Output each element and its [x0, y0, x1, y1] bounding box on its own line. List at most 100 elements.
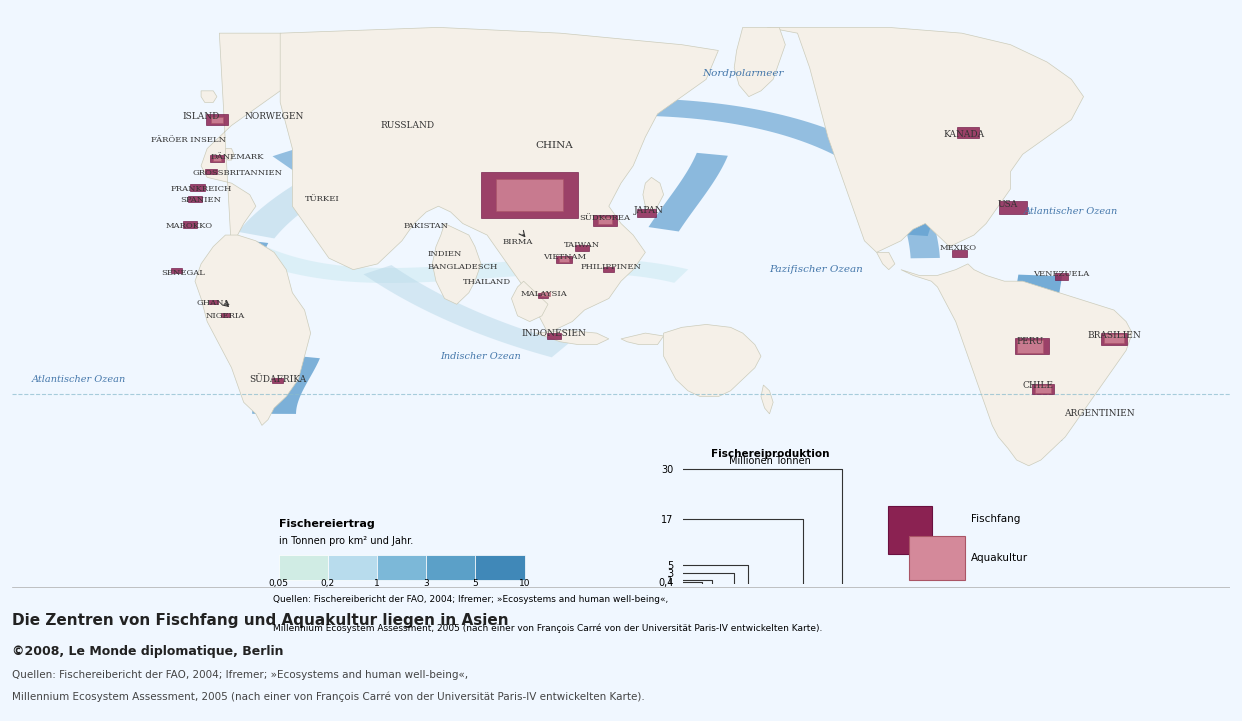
Text: Pazifischer Ozean: Pazifischer Ozean — [769, 265, 863, 274]
Bar — [556, 255, 571, 263]
Text: Indischer Ozean: Indischer Ozean — [441, 352, 522, 360]
Bar — [559, 257, 569, 262]
Text: Millionen Tonnen: Millionen Tonnen — [729, 456, 811, 466]
Text: PHILIPPINEN: PHILIPPINEN — [581, 262, 642, 271]
Text: FRANKREICH: FRANKREICH — [170, 185, 232, 193]
Text: SÜDAFRIKA: SÜDAFRIKA — [250, 375, 307, 384]
Text: Atlantischer Ozean: Atlantischer Ozean — [32, 375, 127, 384]
Polygon shape — [621, 333, 663, 345]
Text: 5: 5 — [472, 579, 478, 588]
Text: SÜDKOREA: SÜDKOREA — [580, 213, 631, 222]
Polygon shape — [225, 149, 233, 160]
Bar — [1016, 338, 1049, 355]
Text: BRASILIEN: BRASILIEN — [1087, 332, 1141, 340]
Text: MALAYSIA: MALAYSIA — [520, 290, 568, 298]
Bar — [171, 268, 183, 273]
Bar — [1016, 340, 1043, 353]
Bar — [637, 209, 656, 218]
Bar — [542, 292, 550, 296]
Text: CHINA: CHINA — [535, 141, 573, 150]
Polygon shape — [245, 247, 688, 283]
Text: KANADA: KANADA — [944, 130, 985, 138]
Text: GROSSBRITANNIEN: GROSSBRITANNIEN — [193, 169, 283, 177]
Bar — [1032, 384, 1054, 394]
Polygon shape — [643, 177, 663, 212]
Bar — [221, 313, 230, 317]
Bar — [205, 169, 217, 174]
Bar — [278, 555, 328, 580]
Bar — [378, 555, 426, 580]
Bar — [328, 555, 378, 580]
Text: DÄNEMARK: DÄNEMARK — [211, 153, 265, 162]
Polygon shape — [900, 264, 1133, 466]
Bar — [953, 250, 966, 257]
Bar — [209, 300, 217, 304]
Text: MEXIKO: MEXIKO — [940, 244, 976, 252]
Bar — [597, 217, 612, 224]
Polygon shape — [195, 235, 310, 425]
Text: USA: USA — [997, 200, 1018, 209]
Bar — [476, 555, 524, 580]
Text: MAROKKO: MAROKKO — [165, 222, 212, 231]
Polygon shape — [432, 224, 481, 304]
Text: SENEGAL: SENEGAL — [161, 268, 205, 277]
Polygon shape — [221, 239, 270, 340]
Text: Fischfang: Fischfang — [971, 514, 1021, 524]
Bar — [189, 195, 201, 202]
Bar — [1054, 273, 1068, 280]
Polygon shape — [899, 149, 948, 236]
Bar — [481, 172, 579, 218]
Bar — [592, 215, 617, 226]
Text: INDONESIEN: INDONESIEN — [522, 329, 586, 337]
Text: PERU: PERU — [1016, 337, 1043, 346]
Text: JAPAN: JAPAN — [635, 205, 664, 215]
Bar — [183, 221, 197, 228]
Text: Die Zentren von Fischfang und Aquakultur liegen in Asien: Die Zentren von Fischfang und Aquakultur… — [12, 613, 509, 628]
Text: Fischereiproduktion: Fischereiproduktion — [710, 449, 830, 459]
Polygon shape — [281, 27, 718, 333]
Bar — [426, 555, 476, 580]
Text: NIGERIA: NIGERIA — [206, 311, 245, 320]
Text: 0,2: 0,2 — [320, 579, 335, 588]
Text: VIETNAM: VIETNAM — [544, 253, 586, 261]
Text: 1: 1 — [374, 579, 380, 588]
Polygon shape — [648, 153, 728, 231]
Polygon shape — [272, 98, 940, 213]
Polygon shape — [832, 91, 928, 208]
Text: BANGLADESCH: BANGLADESCH — [427, 263, 498, 271]
Text: FÄRÖER INSELN: FÄRÖER INSELN — [152, 136, 226, 144]
Bar — [956, 127, 979, 138]
Polygon shape — [238, 159, 368, 239]
Bar — [538, 293, 548, 298]
Polygon shape — [877, 252, 894, 270]
Bar — [272, 378, 283, 383]
Bar — [575, 245, 589, 252]
Text: TAIWAN: TAIWAN — [564, 242, 600, 249]
Bar — [1036, 385, 1051, 393]
Text: ©2008, Le Monde diplomatique, Berlin: ©2008, Le Monde diplomatique, Berlin — [12, 645, 284, 658]
Text: RUSSLAND: RUSSLAND — [381, 121, 435, 130]
Bar — [211, 117, 224, 123]
Text: Fischereiertrag: Fischereiertrag — [278, 519, 374, 529]
Text: Nordpolarmeer: Nordpolarmeer — [702, 69, 784, 78]
Bar — [190, 184, 205, 192]
Text: ISLAND: ISLAND — [183, 112, 220, 121]
Polygon shape — [663, 324, 761, 397]
Text: INDIEN: INDIEN — [427, 249, 462, 257]
Text: NORWEGEN: NORWEGEN — [245, 112, 304, 121]
Polygon shape — [1007, 275, 1062, 444]
Polygon shape — [535, 330, 609, 345]
Text: 0,05: 0,05 — [268, 579, 288, 588]
Bar — [604, 267, 615, 273]
Text: 10: 10 — [519, 579, 530, 588]
Text: 3: 3 — [424, 579, 430, 588]
Text: VENEZUELA: VENEZUELA — [1033, 270, 1089, 278]
Text: BIRMA: BIRMA — [502, 238, 533, 246]
Text: Millennium Ecosystem Assessment, 2005 (nach einer von François Carré von der Uni: Millennium Ecosystem Assessment, 2005 (n… — [273, 624, 822, 633]
Polygon shape — [201, 91, 217, 102]
Text: THAILAND: THAILAND — [463, 278, 512, 286]
Bar — [546, 332, 561, 340]
Text: Quellen: Fischereibericht der FAO, 2004; Ifremer; »Ecosystems and human well-bei: Quellen: Fischereibericht der FAO, 2004;… — [12, 670, 468, 679]
Text: SPANIEN: SPANIEN — [180, 196, 221, 205]
Bar — [999, 200, 1027, 214]
